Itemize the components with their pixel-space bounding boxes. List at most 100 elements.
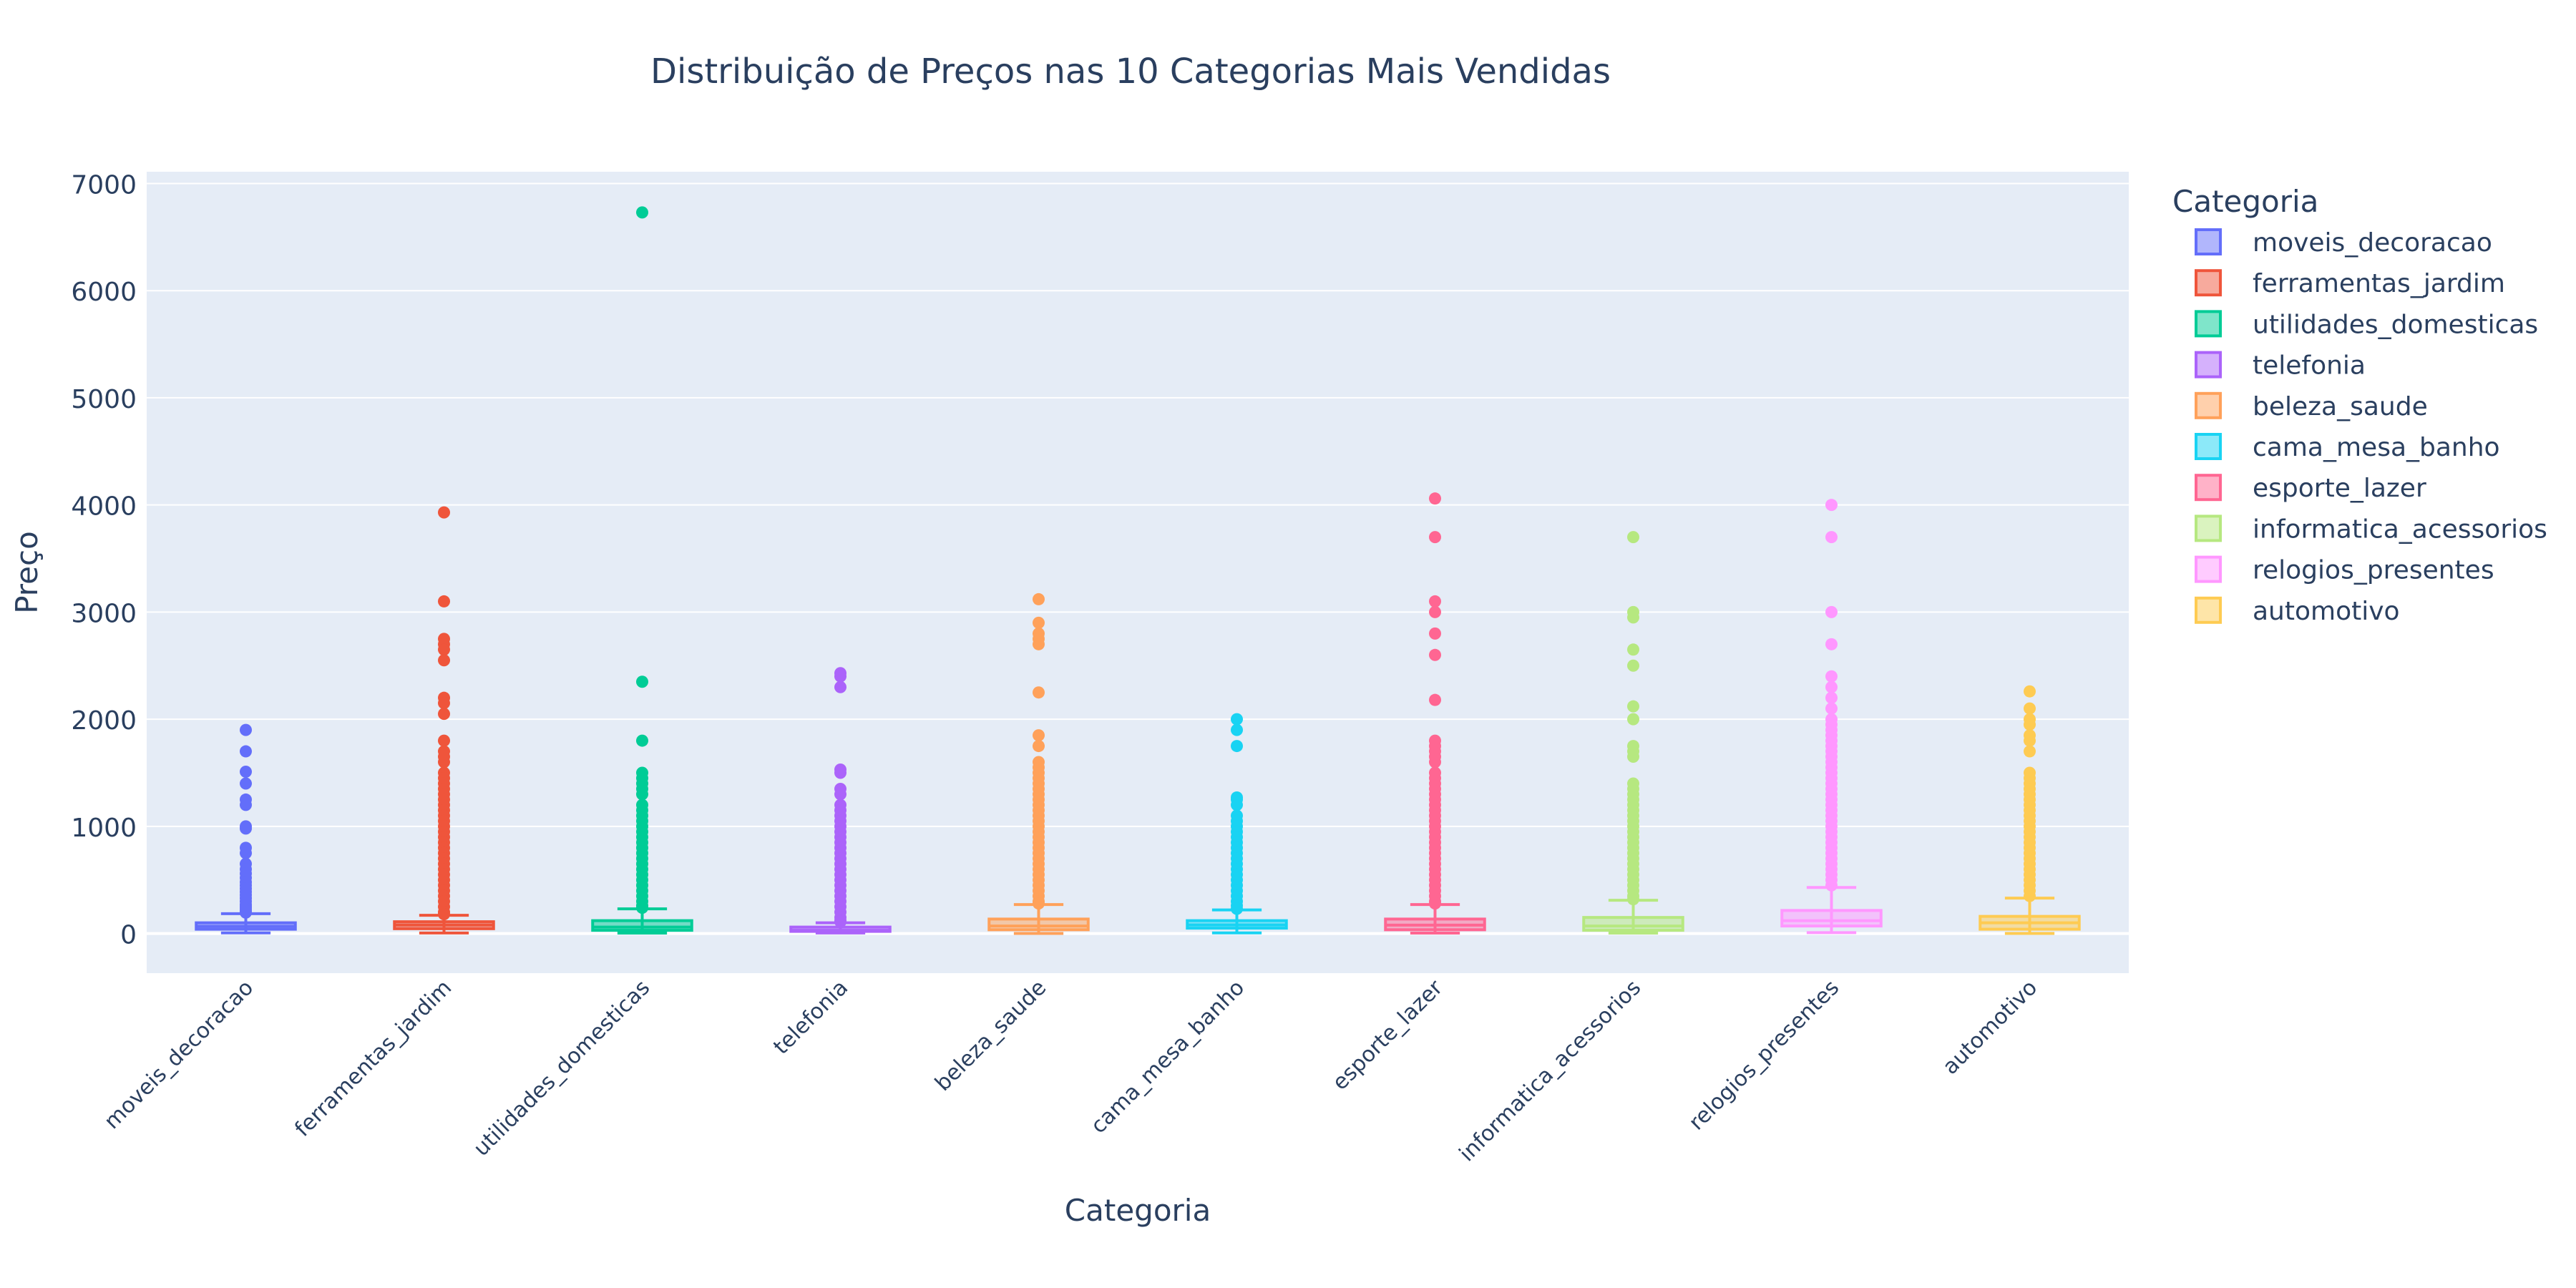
outlier-point[interactable] xyxy=(2024,745,2036,758)
outlier-point[interactable] xyxy=(1033,740,1045,753)
outlier-point[interactable] xyxy=(438,734,450,747)
outlier-point[interactable] xyxy=(1627,751,1639,763)
box-informatica_acessorios xyxy=(1582,531,1684,935)
outlier-point[interactable] xyxy=(2024,702,2036,715)
outlier-point[interactable] xyxy=(1825,638,1838,650)
outlier-point[interactable] xyxy=(834,680,847,693)
outlier-point[interactable] xyxy=(636,788,648,801)
outlier-point[interactable] xyxy=(834,670,847,683)
outlier-point[interactable] xyxy=(438,708,450,721)
outlier-point[interactable] xyxy=(1231,799,1243,811)
outlier-point[interactable] xyxy=(1429,605,1441,618)
outlier-point[interactable] xyxy=(1825,691,1838,704)
legend-swatch xyxy=(2195,228,2222,255)
outlier-point[interactable] xyxy=(2024,685,2036,698)
outlier-point[interactable] xyxy=(2024,718,2036,731)
outlier-point[interactable] xyxy=(240,777,252,790)
outlier-point[interactable] xyxy=(2024,889,2036,902)
outlier-point[interactable] xyxy=(1033,616,1045,629)
outlier-point[interactable] xyxy=(1627,611,1639,624)
outlier-point[interactable] xyxy=(1825,879,1838,892)
outlier-point[interactable] xyxy=(438,595,450,608)
outlier-point[interactable] xyxy=(834,915,847,928)
outlier-point[interactable] xyxy=(438,697,450,710)
outlier-point[interactable] xyxy=(240,723,252,736)
outlier-point[interactable] xyxy=(1627,713,1639,726)
outlier-point[interactable] xyxy=(1825,531,1838,544)
outlier-point[interactable] xyxy=(1033,686,1045,699)
box-cama_mesa_banho xyxy=(1186,713,1288,935)
outlier-point[interactable] xyxy=(636,734,648,747)
outlier-point[interactable] xyxy=(1825,680,1838,693)
outlier-point[interactable] xyxy=(240,799,252,811)
outlier-point[interactable] xyxy=(1825,605,1838,618)
outlier-point[interactable] xyxy=(1429,648,1441,661)
outlier-point[interactable] xyxy=(1627,531,1639,544)
outlier-point[interactable] xyxy=(636,902,648,914)
legend-item-automotivo[interactable]: automotivo xyxy=(2195,596,2400,626)
outlier-point[interactable] xyxy=(438,506,450,519)
y-tick-label: 5000 xyxy=(71,385,137,414)
outlier-point[interactable] xyxy=(1231,713,1243,726)
legend-item-ferramentas_jardim[interactable]: ferramentas_jardim xyxy=(2195,269,2505,298)
legend-swatch xyxy=(2195,269,2222,297)
outlier-point[interactable] xyxy=(1231,740,1243,753)
outlier-point[interactable] xyxy=(834,766,847,779)
outlier-point[interactable] xyxy=(438,756,450,769)
box-iqr xyxy=(1780,909,1883,928)
y-tick-label: 4000 xyxy=(71,492,137,522)
legend-item-telefonia[interactable]: telefonia xyxy=(2195,351,2366,381)
outlier-point[interactable] xyxy=(438,643,450,656)
legend-label: automotivo xyxy=(2253,597,2400,626)
outlier-point[interactable] xyxy=(1033,729,1045,742)
outlier-point[interactable] xyxy=(1231,723,1243,736)
outlier-point[interactable] xyxy=(1825,499,1838,512)
outlier-point[interactable] xyxy=(636,206,648,219)
outlier-point[interactable] xyxy=(1429,531,1441,544)
legend-label: beleza_saude xyxy=(2253,392,2428,421)
legend-item-utilidades_domesticas[interactable]: utilidades_domesticas xyxy=(2195,310,2538,339)
outlier-point[interactable] xyxy=(438,654,450,667)
legend-item-esporte_lazer[interactable]: esporte_lazer xyxy=(2195,474,2426,503)
outlier-point[interactable] xyxy=(1033,638,1045,650)
legend-label: moveis_decoracao xyxy=(2253,228,2492,258)
outlier-point[interactable] xyxy=(834,788,847,801)
outlier-point[interactable] xyxy=(1033,592,1045,605)
outlier-point[interactable] xyxy=(240,906,252,919)
legend-swatch xyxy=(2195,310,2222,338)
y-tick-label: 2000 xyxy=(71,706,137,736)
outlier-point[interactable] xyxy=(1429,492,1441,505)
outlier-point[interactable] xyxy=(1033,897,1045,910)
outlier-point[interactable] xyxy=(240,822,252,835)
legend-swatch xyxy=(2195,351,2222,379)
outlier-point[interactable] xyxy=(1429,756,1441,769)
outlier-point[interactable] xyxy=(240,745,252,758)
outlier-point[interactable] xyxy=(1825,670,1838,683)
legend-item-informatica_acessorios[interactable]: informatica_acessorios xyxy=(2195,514,2547,544)
outlier-point[interactable] xyxy=(1627,893,1639,906)
outlier-point[interactable] xyxy=(636,675,648,688)
outlier-point[interactable] xyxy=(1627,643,1639,656)
outlier-point[interactable] xyxy=(1429,595,1441,608)
outlier-point[interactable] xyxy=(1231,902,1243,915)
outlier-point[interactable] xyxy=(240,847,252,859)
outlier-point[interactable] xyxy=(240,766,252,779)
outlier-point[interactable] xyxy=(1429,897,1441,910)
legend-item-relogios_presentes[interactable]: relogios_presentes xyxy=(2195,555,2494,585)
outlier-point[interactable] xyxy=(438,908,450,921)
box-automotivo xyxy=(1979,685,2081,935)
outlier-point[interactable] xyxy=(1825,702,1838,715)
outlier-point[interactable] xyxy=(1627,659,1639,672)
outlier-point[interactable] xyxy=(1429,693,1441,706)
legend-item-moveis_decoracao[interactable]: moveis_decoracao xyxy=(2195,228,2492,258)
box-ferramentas_jardim xyxy=(393,506,495,935)
legend-item-cama_mesa_banho[interactable]: cama_mesa_banho xyxy=(2195,433,2500,462)
y-tick-label: 0 xyxy=(120,921,137,950)
outlier-point[interactable] xyxy=(2024,734,2036,747)
legend-item-beleza_saude[interactable]: beleza_saude xyxy=(2195,391,2428,421)
box-utilidades_domesticas xyxy=(591,206,693,935)
outlier-point[interactable] xyxy=(1429,627,1441,640)
legend-swatch xyxy=(2195,474,2222,502)
outlier-point[interactable] xyxy=(1627,700,1639,713)
